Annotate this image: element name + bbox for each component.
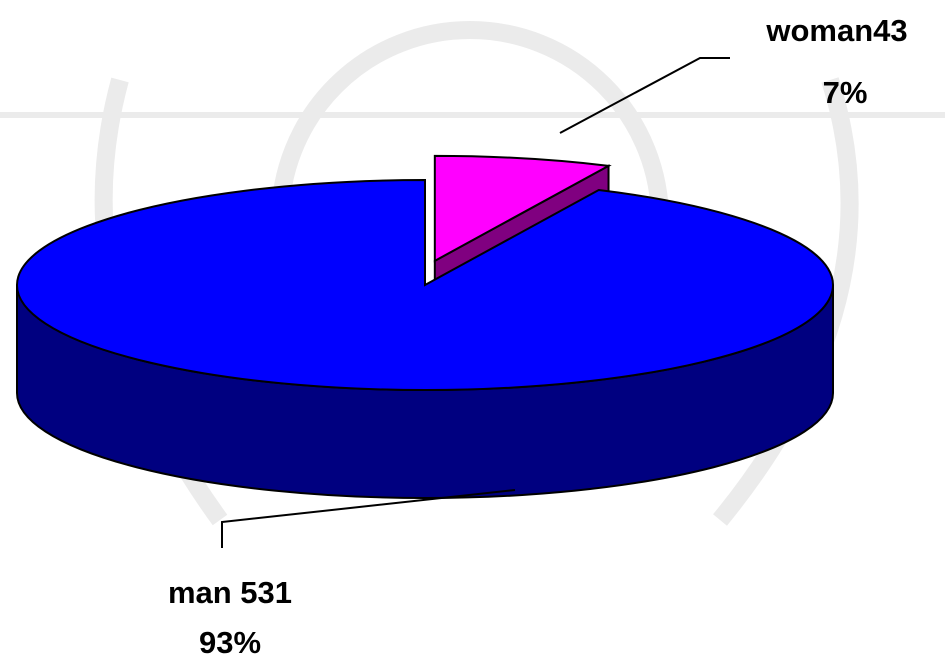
- pie: [16, 154, 834, 499]
- slice-percent: 93%: [199, 625, 261, 660]
- leader-lines: [221, 57, 730, 548]
- slice-percent: 7%: [823, 75, 868, 110]
- slice-label: woman43: [765, 13, 907, 48]
- slice: [16, 178, 834, 391]
- slice: [433, 154, 612, 263]
- slice-label: man 531: [168, 575, 292, 610]
